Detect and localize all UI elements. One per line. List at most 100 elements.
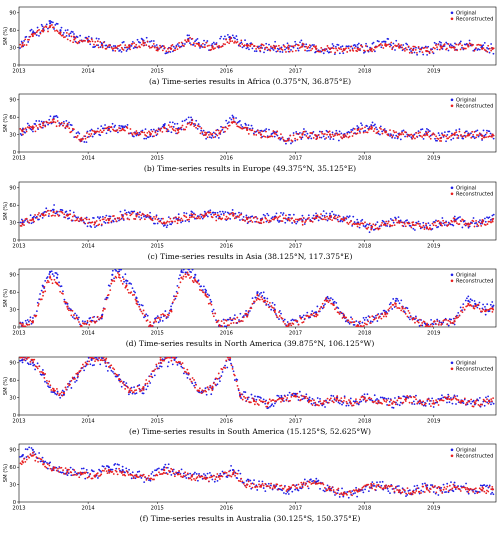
data-point	[349, 323, 351, 325]
data-point	[191, 38, 193, 40]
data-point	[135, 296, 137, 298]
data-point	[92, 136, 94, 138]
data-point	[134, 133, 136, 135]
data-point	[221, 369, 223, 371]
data-point	[185, 477, 187, 479]
data-point	[324, 215, 326, 217]
data-point	[191, 479, 193, 481]
data-point	[103, 466, 105, 468]
data-point	[89, 43, 91, 45]
data-point	[80, 217, 82, 219]
data-point	[340, 312, 342, 314]
data-point	[253, 479, 255, 481]
data-point	[392, 46, 394, 48]
data-point	[395, 403, 397, 405]
data-point	[264, 300, 266, 302]
y-axis-label: SM (%)	[3, 464, 9, 482]
data-point	[368, 490, 370, 492]
data-point	[158, 48, 160, 50]
data-point	[449, 320, 451, 322]
data-point	[178, 470, 180, 472]
data-point	[103, 218, 105, 220]
data-point	[172, 470, 174, 472]
data-point	[450, 139, 452, 141]
data-point	[195, 120, 197, 122]
data-point	[117, 272, 119, 274]
data-point	[133, 391, 135, 393]
data-point	[394, 49, 396, 51]
data-point	[210, 301, 212, 303]
data-point	[422, 483, 424, 485]
data-point	[171, 360, 173, 362]
data-point	[160, 359, 162, 361]
data-point	[63, 299, 65, 301]
data-point	[183, 475, 185, 477]
data-point	[267, 220, 269, 222]
y-tick-label: 90	[9, 11, 16, 17]
data-point	[31, 219, 33, 221]
data-point	[393, 130, 395, 132]
data-point	[409, 312, 411, 314]
data-point	[384, 400, 386, 402]
data-point	[300, 46, 302, 48]
data-point	[68, 217, 70, 219]
data-point	[398, 485, 400, 487]
data-point	[146, 37, 148, 39]
data-point	[423, 225, 425, 227]
data-point	[356, 401, 358, 403]
data-point	[33, 216, 35, 218]
data-point	[416, 136, 418, 138]
data-point	[43, 27, 45, 29]
data-point	[372, 122, 374, 124]
data-point	[246, 315, 248, 317]
data-point	[120, 280, 122, 282]
data-point	[334, 134, 336, 136]
data-point	[321, 218, 323, 220]
data-point	[332, 43, 334, 45]
data-point	[68, 33, 70, 35]
data-point	[432, 228, 434, 230]
data-point	[388, 221, 390, 223]
data-point	[390, 42, 392, 44]
data-point	[113, 215, 115, 217]
data-point	[205, 212, 207, 214]
data-point	[173, 126, 175, 128]
data-point	[229, 475, 231, 477]
data-point	[465, 48, 467, 50]
data-point	[241, 43, 243, 45]
data-point	[63, 123, 65, 125]
data-point	[124, 287, 126, 289]
y-axis-label: SM (%)	[3, 289, 9, 307]
data-point	[25, 36, 27, 38]
data-point	[124, 213, 126, 215]
data-point	[147, 319, 149, 321]
data-point	[278, 311, 280, 313]
data-point	[490, 398, 492, 400]
data-point	[413, 317, 415, 319]
data-point	[126, 282, 128, 284]
data-point	[193, 281, 195, 283]
data-point	[287, 325, 289, 327]
data-point	[430, 49, 432, 51]
data-point	[384, 487, 386, 489]
data-point	[405, 313, 407, 315]
data-point	[280, 401, 282, 403]
data-point	[52, 209, 54, 211]
data-point	[210, 393, 212, 395]
data-point	[62, 469, 64, 471]
data-point	[213, 315, 215, 317]
data-point	[33, 359, 35, 361]
data-point	[117, 129, 119, 131]
data-point	[433, 491, 435, 493]
data-point	[66, 32, 68, 34]
data-point	[218, 137, 220, 139]
data-point	[19, 456, 21, 458]
data-point	[92, 41, 94, 43]
data-point	[387, 134, 389, 136]
data-point	[429, 52, 431, 54]
data-point	[48, 27, 50, 29]
data-point	[412, 221, 414, 223]
data-point	[97, 472, 99, 474]
data-point	[211, 311, 213, 313]
data-point	[115, 468, 117, 470]
